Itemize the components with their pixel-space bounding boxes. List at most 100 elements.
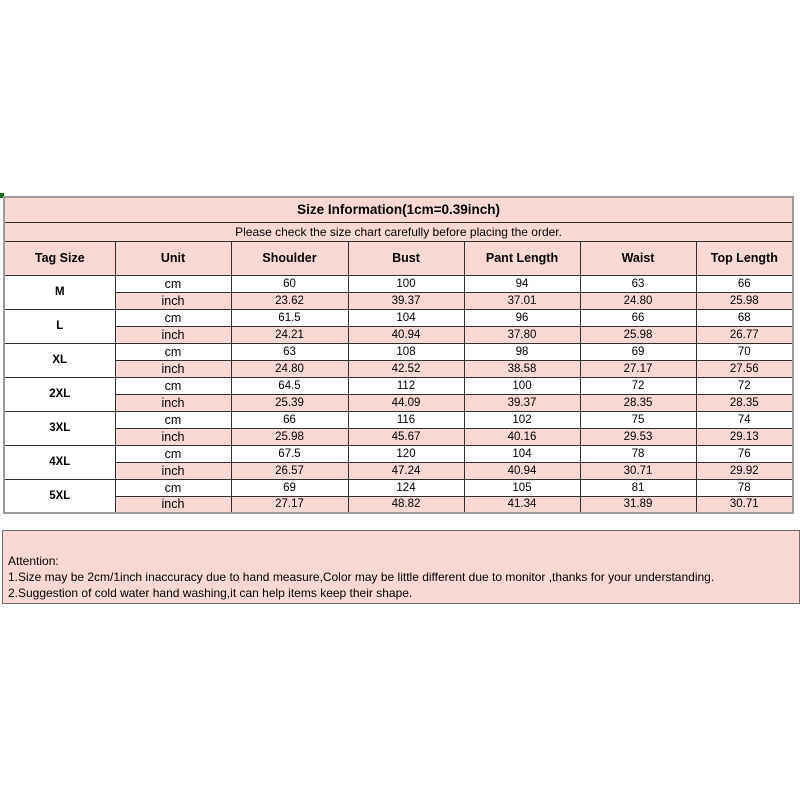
value-3xl-cm-4: 74 <box>695 410 794 429</box>
tag-size-2xl: 2XL <box>3 376 116 412</box>
selection-corner-mark <box>0 193 4 198</box>
unit-label-inch: inch <box>114 325 232 344</box>
unit-label-cm: cm <box>114 274 232 293</box>
value-5xl-inch-4: 30.71 <box>695 495 794 514</box>
value-3xl-inch-2: 40.16 <box>463 427 581 446</box>
tag-size-5xl: 5XL <box>3 478 116 514</box>
value-3xl-inch-4: 29.13 <box>695 427 794 446</box>
attention-line-1: 1.Size may be 2cm/1inch inaccuracy due t… <box>8 570 715 584</box>
tag-size-l: L <box>3 308 116 344</box>
size-row-l-inch: inch 24.21 40.94 37.80 25.98 26.77 <box>4 325 794 344</box>
attention-note: Attention: 1.Size may be 2cm/1inch inacc… <box>2 530 800 604</box>
col-header-top-length: Top Length <box>695 240 794 276</box>
col-header-pant-length: Pant Length <box>463 240 581 276</box>
unit-label-cm: cm <box>114 478 232 497</box>
value-2xl-inch-0: 25.39 <box>230 393 349 412</box>
col-header-bust: Bust <box>347 240 465 276</box>
col-header-tag-size: Tag Size <box>3 240 116 276</box>
value-m-cm-1: 100 <box>347 274 465 293</box>
value-4xl-inch-1: 47.24 <box>347 461 465 480</box>
value-5xl-cm-3: 81 <box>579 478 697 497</box>
unit-label-inch: inch <box>114 427 232 446</box>
value-xl-cm-1: 108 <box>347 342 465 361</box>
value-2xl-cm-1: 112 <box>347 376 465 395</box>
value-2xl-cm-2: 100 <box>463 376 581 395</box>
value-l-inch-3: 25.98 <box>579 325 697 344</box>
value-2xl-cm-3: 72 <box>579 376 697 395</box>
value-xl-inch-1: 42.52 <box>347 359 465 378</box>
value-l-cm-1: 104 <box>347 308 465 327</box>
table-subtitle-row: Please check the size chart carefully be… <box>3 221 794 242</box>
value-5xl-cm-4: 78 <box>695 478 794 497</box>
value-m-cm-3: 63 <box>579 274 697 293</box>
size-row-xl-cm: XL cm 63 108 98 69 70 <box>3 342 794 378</box>
value-4xl-inch-2: 40.94 <box>463 461 581 480</box>
value-xl-cm-3: 69 <box>579 342 697 361</box>
col-header-unit: Unit <box>114 240 232 276</box>
value-xl-inch-0: 24.80 <box>230 359 349 378</box>
value-m-inch-0: 23.62 <box>230 291 349 310</box>
attention-line-2: 2.Suggestion of cold water hand washing,… <box>8 586 413 600</box>
tag-size-4xl: 4XL <box>3 444 116 480</box>
unit-label-inch: inch <box>114 359 232 378</box>
value-5xl-inch-0: 27.17 <box>230 495 349 514</box>
value-m-cm-0: 60 <box>230 274 349 293</box>
value-3xl-cm-2: 102 <box>463 410 581 429</box>
size-row-m-inch: inch 23.62 39.37 37.01 24.80 25.98 <box>4 291 794 310</box>
value-xl-inch-3: 27.17 <box>579 359 697 378</box>
value-4xl-cm-4: 76 <box>695 444 794 463</box>
value-4xl-cm-3: 78 <box>579 444 697 463</box>
size-row-xl-inch: inch 24.80 42.52 38.58 27.17 27.56 <box>4 359 794 378</box>
unit-label-inch: inch <box>114 461 232 480</box>
value-4xl-inch-4: 29.92 <box>695 461 794 480</box>
value-5xl-inch-2: 41.34 <box>463 495 581 514</box>
value-l-cm-2: 96 <box>463 308 581 327</box>
column-header-row: Tag Size Unit Shoulder Bust Pant Length … <box>3 240 794 276</box>
size-row-5xl-inch: inch 27.17 48.82 41.34 31.89 30.71 <box>4 495 794 514</box>
value-l-cm-0: 61.5 <box>230 308 349 327</box>
value-m-inch-1: 39.37 <box>347 291 465 310</box>
value-xl-cm-0: 63 <box>230 342 349 361</box>
value-3xl-cm-0: 66 <box>230 410 349 429</box>
value-l-inch-0: 24.21 <box>230 325 349 344</box>
unit-label-cm: cm <box>114 376 232 395</box>
value-l-cm-3: 66 <box>579 308 697 327</box>
value-5xl-inch-1: 48.82 <box>347 495 465 514</box>
unit-label-cm: cm <box>114 342 232 361</box>
unit-label-inch: inch <box>114 495 232 514</box>
value-3xl-inch-3: 29.53 <box>579 427 697 446</box>
value-3xl-inch-1: 45.67 <box>347 427 465 446</box>
value-4xl-inch-3: 30.71 <box>579 461 697 480</box>
size-table: Size Information(1cm=0.39inch) Please ch… <box>3 196 795 514</box>
value-m-cm-4: 66 <box>695 274 794 293</box>
size-row-2xl-cm: 2XL cm 64.5 112 100 72 72 <box>3 376 794 412</box>
size-info-title: Size Information(1cm=0.39inch) <box>3 196 794 223</box>
value-xl-inch-4: 27.56 <box>695 359 794 378</box>
table-title-row: Size Information(1cm=0.39inch) <box>3 196 794 223</box>
value-l-inch-2: 37.80 <box>463 325 581 344</box>
value-m-inch-2: 37.01 <box>463 291 581 310</box>
value-xl-inch-2: 38.58 <box>463 359 581 378</box>
unit-label-inch: inch <box>114 393 232 412</box>
value-l-inch-1: 40.94 <box>347 325 465 344</box>
value-2xl-inch-1: 44.09 <box>347 393 465 412</box>
tag-size-3xl: 3XL <box>3 410 116 446</box>
value-m-inch-3: 24.80 <box>579 291 697 310</box>
value-2xl-inch-3: 28.35 <box>579 393 697 412</box>
unit-label-cm: cm <box>114 410 232 429</box>
value-5xl-inch-3: 31.89 <box>579 495 697 514</box>
value-m-inch-4: 25.98 <box>695 291 794 310</box>
size-row-2xl-inch: inch 25.39 44.09 39.37 28.35 28.35 <box>4 393 794 412</box>
tag-size-xl: XL <box>3 342 116 378</box>
value-5xl-cm-1: 124 <box>347 478 465 497</box>
unit-label-inch: inch <box>114 291 232 310</box>
size-row-4xl-cm: 4XL cm 67.5 120 104 78 76 <box>3 444 794 480</box>
value-3xl-inch-0: 25.98 <box>230 427 349 446</box>
col-header-shoulder: Shoulder <box>230 240 349 276</box>
value-4xl-inch-0: 26.57 <box>230 461 349 480</box>
size-chart-sheet: Size Information(1cm=0.39inch) Please ch… <box>3 196 795 514</box>
size-row-5xl-cm: 5XL cm 69 124 105 81 78 <box>3 478 794 514</box>
